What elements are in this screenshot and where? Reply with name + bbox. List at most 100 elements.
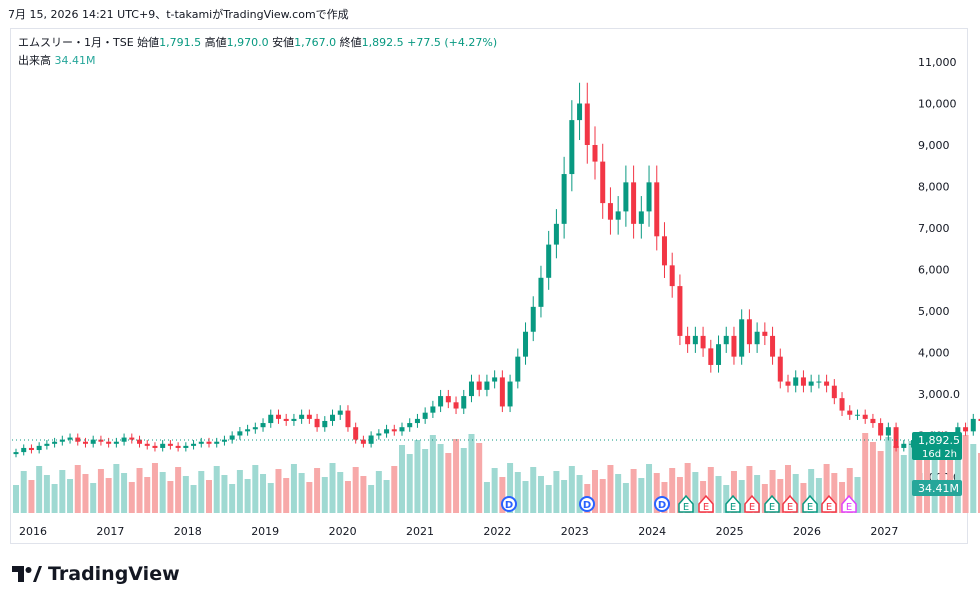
volume-bar — [213, 466, 220, 513]
volume-bar — [877, 451, 884, 513]
volume-bar — [746, 466, 753, 513]
volume-bar — [545, 485, 552, 513]
candle-body — [762, 331, 768, 336]
volume-bar — [761, 484, 768, 513]
last-price-tag — [912, 431, 962, 460]
volume-bar — [514, 472, 521, 513]
candle-body — [530, 306, 536, 332]
x-tick-label: 2026 — [793, 525, 821, 538]
x-tick-label: 2018 — [174, 525, 202, 538]
y-tick-label: 3,000.0 — [918, 388, 960, 401]
volume-bar — [67, 479, 74, 513]
candle-body — [275, 414, 281, 419]
symbol-label[interactable]: エムスリー・1月・TSE — [18, 36, 134, 49]
y-tick-label: 4,000 — [918, 347, 950, 360]
volume-bar — [839, 482, 846, 513]
volume-bar — [236, 470, 243, 513]
candle-body — [291, 418, 297, 421]
volume-bar — [229, 484, 236, 513]
candle-body — [546, 244, 552, 278]
candle-body — [592, 145, 598, 162]
volume-bar — [800, 483, 807, 513]
candle-body — [901, 443, 907, 448]
volume-bar — [522, 481, 529, 513]
volume-bar — [707, 467, 714, 513]
volume-bar — [352, 467, 359, 513]
candle-body — [28, 447, 34, 451]
volume-bar — [422, 449, 429, 513]
candle-body — [430, 406, 436, 413]
dividend-marker — [579, 496, 595, 512]
volume-bar — [615, 474, 622, 513]
earnings-marker — [782, 494, 798, 513]
volume-bar — [653, 473, 660, 513]
candle-body — [106, 441, 112, 444]
candle-body — [330, 414, 336, 421]
volume-bar — [846, 468, 853, 513]
volume-bar — [51, 484, 58, 513]
volume-bar — [28, 480, 35, 513]
candle-body — [893, 427, 899, 448]
candle-body — [414, 418, 420, 424]
candle-body — [322, 420, 328, 428]
volume-bar — [175, 467, 182, 513]
candle-body — [708, 348, 714, 365]
volume-value: 34.41M — [54, 54, 96, 67]
volume-bar — [692, 472, 699, 513]
volume-bar — [453, 439, 460, 513]
close-label: 終値 — [339, 36, 362, 49]
volume-bar — [113, 464, 120, 513]
tradingview-logo[interactable]: TradingView — [12, 563, 180, 585]
earnings-marker — [698, 494, 714, 513]
candle-body — [399, 427, 405, 432]
volume-label: 出来高 — [18, 54, 51, 67]
volume-bar — [738, 480, 745, 513]
x-tick-label: 2019 — [251, 525, 279, 538]
volume-bar — [483, 482, 490, 513]
candle-body — [970, 418, 976, 432]
candle-body — [36, 445, 42, 451]
earnings-marker — [821, 494, 837, 513]
volume-bar — [684, 463, 691, 513]
volume-bar — [298, 473, 305, 513]
volume-bar — [360, 476, 367, 513]
volume-bar — [13, 485, 19, 513]
candle-body — [538, 277, 544, 307]
volume-bar — [885, 437, 892, 513]
volume-bar — [700, 481, 707, 513]
volume-tag — [912, 480, 962, 496]
volume-bar — [167, 481, 174, 513]
volume-bar — [321, 477, 328, 513]
volume-bar — [476, 443, 483, 513]
volume-bar — [831, 473, 838, 513]
volume-bar — [306, 482, 313, 513]
open-value: 1,791.5 — [159, 36, 202, 49]
volume-bar — [730, 471, 737, 513]
volume-bar — [468, 434, 475, 513]
volume-bar — [978, 453, 980, 513]
volume-bar — [90, 483, 97, 513]
volume-bar — [182, 476, 189, 513]
volume-bar — [206, 480, 212, 513]
earnings-marker-label: E — [703, 502, 709, 513]
candle-body — [523, 331, 529, 357]
candle-body — [82, 441, 88, 444]
x-tick-label: 2024 — [638, 525, 666, 538]
dividend-marker — [654, 496, 670, 512]
candle-body — [237, 431, 243, 436]
tradingview-logo-icon — [12, 566, 42, 582]
volume-bar — [815, 478, 822, 513]
candle-body — [770, 335, 776, 357]
volume-bar — [460, 448, 467, 513]
volume-bar — [344, 481, 351, 513]
earnings-marker-label: E — [826, 502, 832, 513]
volume-bar — [260, 474, 267, 513]
candle-body — [561, 174, 567, 224]
candle-body — [692, 335, 698, 345]
volume-bar — [754, 475, 761, 513]
volume-bar — [314, 468, 321, 513]
candle-body — [160, 443, 166, 448]
volume-bar — [20, 471, 27, 513]
volume-bar — [221, 475, 228, 513]
